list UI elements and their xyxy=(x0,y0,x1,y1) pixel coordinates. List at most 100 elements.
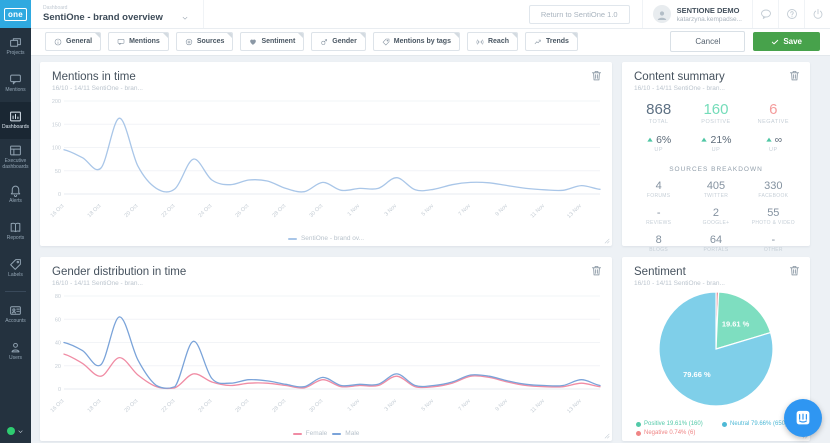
app-logo[interactable]: one xyxy=(0,0,31,28)
chevron-down-icon xyxy=(17,428,24,435)
tab-mentions[interactable]: Mentions xyxy=(108,32,169,51)
source-value: 64 xyxy=(709,234,723,246)
tab-mentions-by-tags[interactable]: Mentions by tags xyxy=(372,32,460,51)
sidebar-item-mentions[interactable]: Mentions xyxy=(0,65,31,102)
tab-trends[interactable]: Trends xyxy=(525,32,578,51)
svg-text:9 Nov: 9 Nov xyxy=(495,203,510,218)
svg-text:150: 150 xyxy=(52,122,61,128)
sidebar-item-users[interactable]: Users xyxy=(0,333,31,370)
remove-widget-button[interactable] xyxy=(788,264,801,277)
resize-handle[interactable] xyxy=(603,237,610,244)
legend-item-neutral[interactable]: Neutral 79.66% (650) xyxy=(722,421,802,427)
reports-icon xyxy=(9,221,22,234)
sidebar-item-label: Reports xyxy=(6,235,25,242)
trend-label: UP xyxy=(711,147,721,153)
svg-text:18 Oct: 18 Oct xyxy=(87,398,103,414)
total-count: 868 xyxy=(646,101,672,118)
save-button[interactable]: Save xyxy=(753,32,820,51)
panel-title: Sentiment xyxy=(634,266,686,278)
stat-label: TOTAL xyxy=(648,119,669,125)
tab-gender[interactable]: Gender xyxy=(311,32,366,51)
source-label: OTHER xyxy=(763,247,783,253)
svg-text:20: 20 xyxy=(55,364,61,370)
svg-text:20 Oct: 20 Oct xyxy=(124,203,140,219)
tab-general[interactable]: General xyxy=(45,32,102,51)
tab-sources[interactable]: Sources xyxy=(175,32,234,51)
svg-text:26 Oct: 26 Oct xyxy=(235,203,251,219)
legend-dash xyxy=(292,432,302,435)
source-label: GOOGLE+ xyxy=(702,220,730,226)
remove-widget-button[interactable] xyxy=(590,69,603,82)
user-menu[interactable]: SENTIONE DEMO katarzyna.kempadse... xyxy=(641,0,752,28)
trend-up-icon xyxy=(700,136,708,144)
sidebar-item-label: Projects xyxy=(6,50,25,57)
panel-title: Content summary xyxy=(634,71,725,83)
trend-value: ∞ xyxy=(774,134,783,146)
sidebar-item-label: Accounts xyxy=(5,318,26,325)
source-label: FACEBOOK xyxy=(758,193,789,199)
sidebar-item-executive-dashboards[interactable]: Executive dashboards xyxy=(0,139,31,176)
status-indicator[interactable] xyxy=(0,427,31,435)
sidebar-item-accounts[interactable]: Accounts xyxy=(0,296,31,333)
trend-value: 21% xyxy=(710,134,732,146)
legend-item-male[interactable]: Male xyxy=(332,430,359,437)
widget-toolbar: General Mentions Sources Sentiment Gende… xyxy=(31,28,830,56)
source-value: 2 xyxy=(712,207,720,219)
svg-text:1 Nov: 1 Nov xyxy=(347,398,362,413)
svg-text:1 Nov: 1 Nov xyxy=(347,203,362,218)
users-icon xyxy=(9,341,22,354)
mentions-line-chart[interactable]: 0 50 100 150 200 16 Oct 18 Oct 20 Oct 22 Oct 24 O… xyxy=(48,96,604,222)
trend-label: UP xyxy=(654,147,663,153)
mentions-icon xyxy=(9,73,22,86)
projects-icon xyxy=(9,36,22,49)
sidebar-item-labels[interactable]: Labels xyxy=(0,250,31,287)
legend-item-negative[interactable]: Negative 0.74% (6) xyxy=(636,430,722,436)
legend-item[interactable]: SentiOne - brand ov... xyxy=(287,235,364,242)
gender-line-chart[interactable]: 0 20 40 60 80 16 Oct 18 Oct 20 Oct 22 Oct 24 Oct 2… xyxy=(48,291,604,417)
tab-sentiment[interactable]: Sentiment xyxy=(240,32,305,51)
legend-label: Negative 0.74% (6) xyxy=(644,430,696,436)
stat-label: NEGATIVE xyxy=(757,119,790,125)
chat-widget-button[interactable] xyxy=(784,399,822,437)
content-summary-panel: Content summary 16/10 - 14/11 SentiOne -… xyxy=(622,62,810,253)
panel-title: Mentions in time xyxy=(52,71,136,83)
svg-text:26 Oct: 26 Oct xyxy=(235,398,251,414)
tab-reach[interactable]: Reach xyxy=(466,32,518,51)
logout-button[interactable] xyxy=(804,0,830,28)
legend-label: Female xyxy=(305,430,328,437)
cancel-button[interactable]: Cancel xyxy=(670,31,746,52)
sentiment-legend: Positive 19.61% (160) Neutral 79.66% (65… xyxy=(636,421,802,436)
tab-label: Reach xyxy=(487,38,509,45)
tab-label: Gender xyxy=(332,38,357,45)
legend-item-female[interactable]: Female xyxy=(292,430,328,437)
help-button[interactable] xyxy=(778,0,804,28)
check-icon xyxy=(771,38,779,46)
svg-text:7 Nov: 7 Nov xyxy=(458,398,473,413)
remove-widget-button[interactable] xyxy=(788,69,801,82)
messages-button[interactable] xyxy=(752,0,778,28)
sentiment-pie-chart[interactable]: 19.61 % 79.66 % xyxy=(634,289,798,409)
remove-widget-button[interactable] xyxy=(590,264,603,277)
svg-text:3 Nov: 3 Nov xyxy=(384,398,399,413)
labels-icon xyxy=(9,258,22,271)
info-icon xyxy=(54,38,62,46)
sidebar-item-label: Dashboards xyxy=(2,124,29,131)
svg-text:11 Nov: 11 Nov xyxy=(530,398,546,414)
dashboard-selector[interactable]: Dashboard SentiOne - brand overview xyxy=(31,0,204,28)
resize-handle[interactable] xyxy=(603,432,610,439)
source-label: PHOTO & VIDEO xyxy=(751,220,795,226)
trash-icon xyxy=(788,264,801,277)
source-value: 330 xyxy=(764,180,783,192)
legend-item-positive[interactable]: Positive 19.61% (160) xyxy=(636,421,722,427)
sidebar-item-projects[interactable]: Projects xyxy=(0,28,31,65)
sidebar-item-dashboards[interactable]: Dashboards xyxy=(0,102,31,139)
return-to-sentione-button[interactable]: Return to SentiOne 1.0 xyxy=(528,4,630,24)
svg-text:13 Nov: 13 Nov xyxy=(566,398,583,415)
source-value: 4 xyxy=(655,180,662,192)
trend-up-icon xyxy=(765,136,773,144)
svg-text:60: 60 xyxy=(55,317,61,323)
sidebar-item-alerts[interactable]: Alerts xyxy=(0,176,31,213)
sidebar-item-label: Alerts xyxy=(9,198,22,205)
power-icon xyxy=(812,8,824,20)
sidebar-item-reports[interactable]: Reports xyxy=(0,213,31,250)
